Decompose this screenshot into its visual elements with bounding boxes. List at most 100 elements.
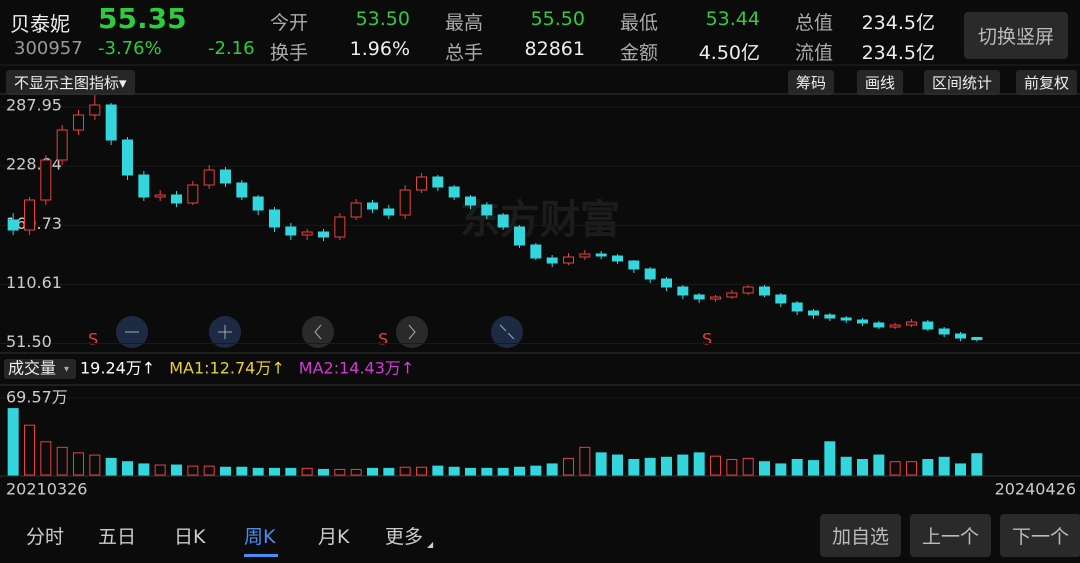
- volume-bar: [840, 456, 852, 476]
- volume-bar: [579, 446, 591, 476]
- volume-bar: [171, 464, 182, 476]
- field-value: 53.44: [705, 8, 760, 30]
- field-label: 换手: [270, 42, 309, 64]
- tool-button[interactable]: 区间统计: [924, 70, 1001, 95]
- volume-bar: [481, 467, 493, 476]
- field-label: 流值: [795, 42, 834, 64]
- volume-bar: [73, 452, 84, 476]
- field-value: 55.50: [530, 8, 585, 30]
- volume-bar: [154, 464, 166, 476]
- volume-bar: [595, 452, 607, 476]
- tab[interactable]: 分时: [26, 526, 65, 548]
- volume-bar: [285, 467, 297, 476]
- volume-bar: [416, 466, 427, 476]
- candle-body: [56, 129, 68, 161]
- y-tick-label: 110.61: [6, 273, 62, 292]
- tool-button[interactable]: 画线: [857, 70, 904, 95]
- volume-bar: [252, 467, 264, 476]
- candle-body: [612, 255, 623, 262]
- volume-bar: [7, 408, 19, 476]
- volume-bar: [677, 454, 689, 476]
- reset[interactable]: [491, 316, 523, 348]
- legend-entry: MA2:14.43万↑: [299, 359, 415, 378]
- candle-body: [301, 231, 313, 236]
- y-tick-label: 228.84: [6, 155, 62, 174]
- candle-body: [367, 202, 378, 210]
- tab[interactable]: 周K: [244, 526, 276, 548]
- y-tick-label: 51.50: [6, 332, 52, 351]
- volume-select[interactable]: [4, 359, 76, 379]
- volume-bar: [497, 467, 509, 476]
- volume-bar: [236, 466, 248, 476]
- indicator-select[interactable]: 不显示主图指标▾: [6, 70, 135, 95]
- volume-bar: [220, 466, 231, 476]
- volume-bar: [661, 456, 672, 476]
- tool-button[interactable]: 筹码: [788, 70, 835, 95]
- nav-button[interactable]: 加自选: [820, 514, 902, 557]
- candle-body: [955, 333, 966, 339]
- y-tick-label: 69.57万: [6, 388, 68, 407]
- volume-bar: [122, 461, 133, 476]
- tab[interactable]: 五日: [98, 526, 137, 548]
- candle-body: [285, 226, 297, 236]
- candle-body: [579, 253, 591, 258]
- volume-bar: [383, 467, 395, 476]
- price: 55.35: [98, 2, 187, 35]
- volume-bar: [546, 463, 558, 476]
- volume-bar: [824, 441, 836, 476]
- tab[interactable]: 更多: [385, 526, 424, 548]
- field-label: 金额: [620, 42, 659, 64]
- volume-bar: [89, 454, 101, 476]
- candle-body: [889, 324, 901, 328]
- candle-body: [726, 292, 738, 298]
- field-value: 4.50亿: [698, 42, 760, 64]
- tab[interactable]: 日K: [174, 526, 206, 548]
- candle-body: [138, 174, 150, 198]
- field-label: 最低: [620, 12, 659, 34]
- volume-bar: [318, 468, 329, 476]
- candle-body: [465, 196, 476, 206]
- candle-body: [791, 302, 803, 312]
- candle-body: [89, 104, 101, 116]
- candle-body: [122, 139, 133, 176]
- candle-body: [595, 253, 607, 257]
- field-label: 今开: [270, 12, 309, 34]
- candle-body: [481, 204, 493, 216]
- tool-button[interactable]: 前复权: [1016, 70, 1078, 95]
- date-start: 20210326: [6, 480, 87, 499]
- volume-bar: [187, 465, 199, 476]
- nav-button[interactable]: 上一个: [910, 514, 992, 557]
- volume-bar: [775, 463, 787, 476]
- candle-body: [416, 176, 427, 191]
- candle-body: [840, 317, 852, 321]
- signal: S: [702, 330, 712, 349]
- zoom-controls: [116, 316, 523, 348]
- code: 300957: [14, 38, 83, 59]
- field-value: 53.50: [355, 8, 410, 30]
- candle-body: [383, 208, 395, 216]
- candle-body: [448, 186, 460, 198]
- tab[interactable]: 月K: [318, 526, 350, 548]
- candle-body: [661, 278, 672, 288]
- candle-body: [40, 159, 52, 201]
- candle-body: [530, 244, 542, 259]
- candle-body: [269, 209, 280, 228]
- prev[interactable]: [302, 316, 334, 348]
- candle-body: [759, 286, 770, 296]
- nav-button[interactable]: 下一个: [1000, 514, 1080, 557]
- signal: S: [88, 330, 98, 349]
- volume-bar: [710, 455, 721, 476]
- change-pct: -3.76%: [98, 38, 162, 59]
- next[interactable]: [396, 316, 428, 348]
- toggle-button[interactable]: 切换竖屏: [964, 12, 1069, 59]
- candle-body: [644, 268, 656, 280]
- volume-bar: [922, 459, 934, 476]
- candle-body: [693, 294, 705, 300]
- volume-bar: [873, 454, 885, 476]
- candle-body: [563, 256, 574, 264]
- volume-bar: [612, 454, 623, 476]
- caret: ▾: [64, 364, 69, 375]
- date-end: 20240426: [995, 480, 1076, 499]
- volume-bar: [399, 466, 411, 476]
- volume-bar: [269, 467, 280, 476]
